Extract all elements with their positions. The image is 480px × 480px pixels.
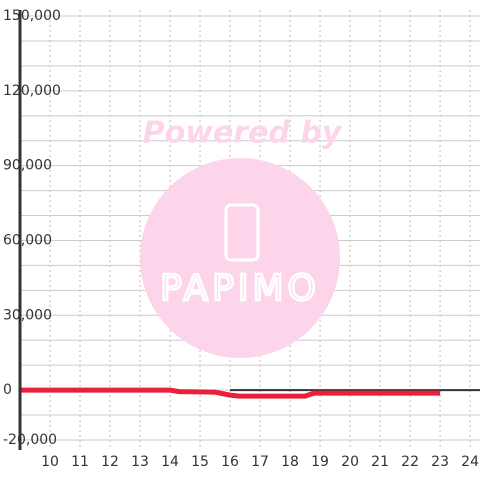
x-tick-label: 12 — [101, 454, 119, 470]
y-tick-label: 30,000 — [3, 307, 52, 323]
watermark: Powered by PAPIMO — [140, 116, 343, 358]
x-tick-label: 14 — [161, 454, 179, 470]
x-tick-label: 16 — [221, 454, 239, 470]
y-tick-label: 90,000 — [3, 158, 52, 174]
watermark-text: Powered by — [143, 116, 343, 151]
x-tick-label: 22 — [401, 454, 419, 470]
x-tick-label: 20 — [341, 454, 359, 470]
x-tick-label: 24 — [461, 454, 479, 470]
y-tick-label: 0 — [3, 382, 12, 398]
watermark-circle — [140, 158, 340, 358]
series-line — [20, 387, 441, 399]
watermark-phone — [224, 203, 260, 262]
y-tick-label: -20,000 — [3, 432, 57, 448]
x-tick-label: 17 — [251, 454, 269, 470]
x-tick-label: 18 — [281, 454, 299, 470]
x-tick-label: 19 — [311, 454, 329, 470]
x-tick-label: 23 — [431, 454, 449, 470]
y-tick-label: 150,000 — [3, 8, 61, 24]
x-tick-label: 10 — [41, 454, 59, 470]
y-tick-label: 120,000 — [3, 83, 61, 99]
x-tick-label: 13 — [131, 454, 149, 470]
x-tick-label: 21 — [371, 454, 389, 470]
x-tick-label: 15 — [191, 454, 209, 470]
watermark-logo: PAPIMO — [160, 268, 320, 309]
y-tick-label: 60,000 — [3, 232, 52, 248]
x-tick-label: 11 — [71, 454, 89, 470]
